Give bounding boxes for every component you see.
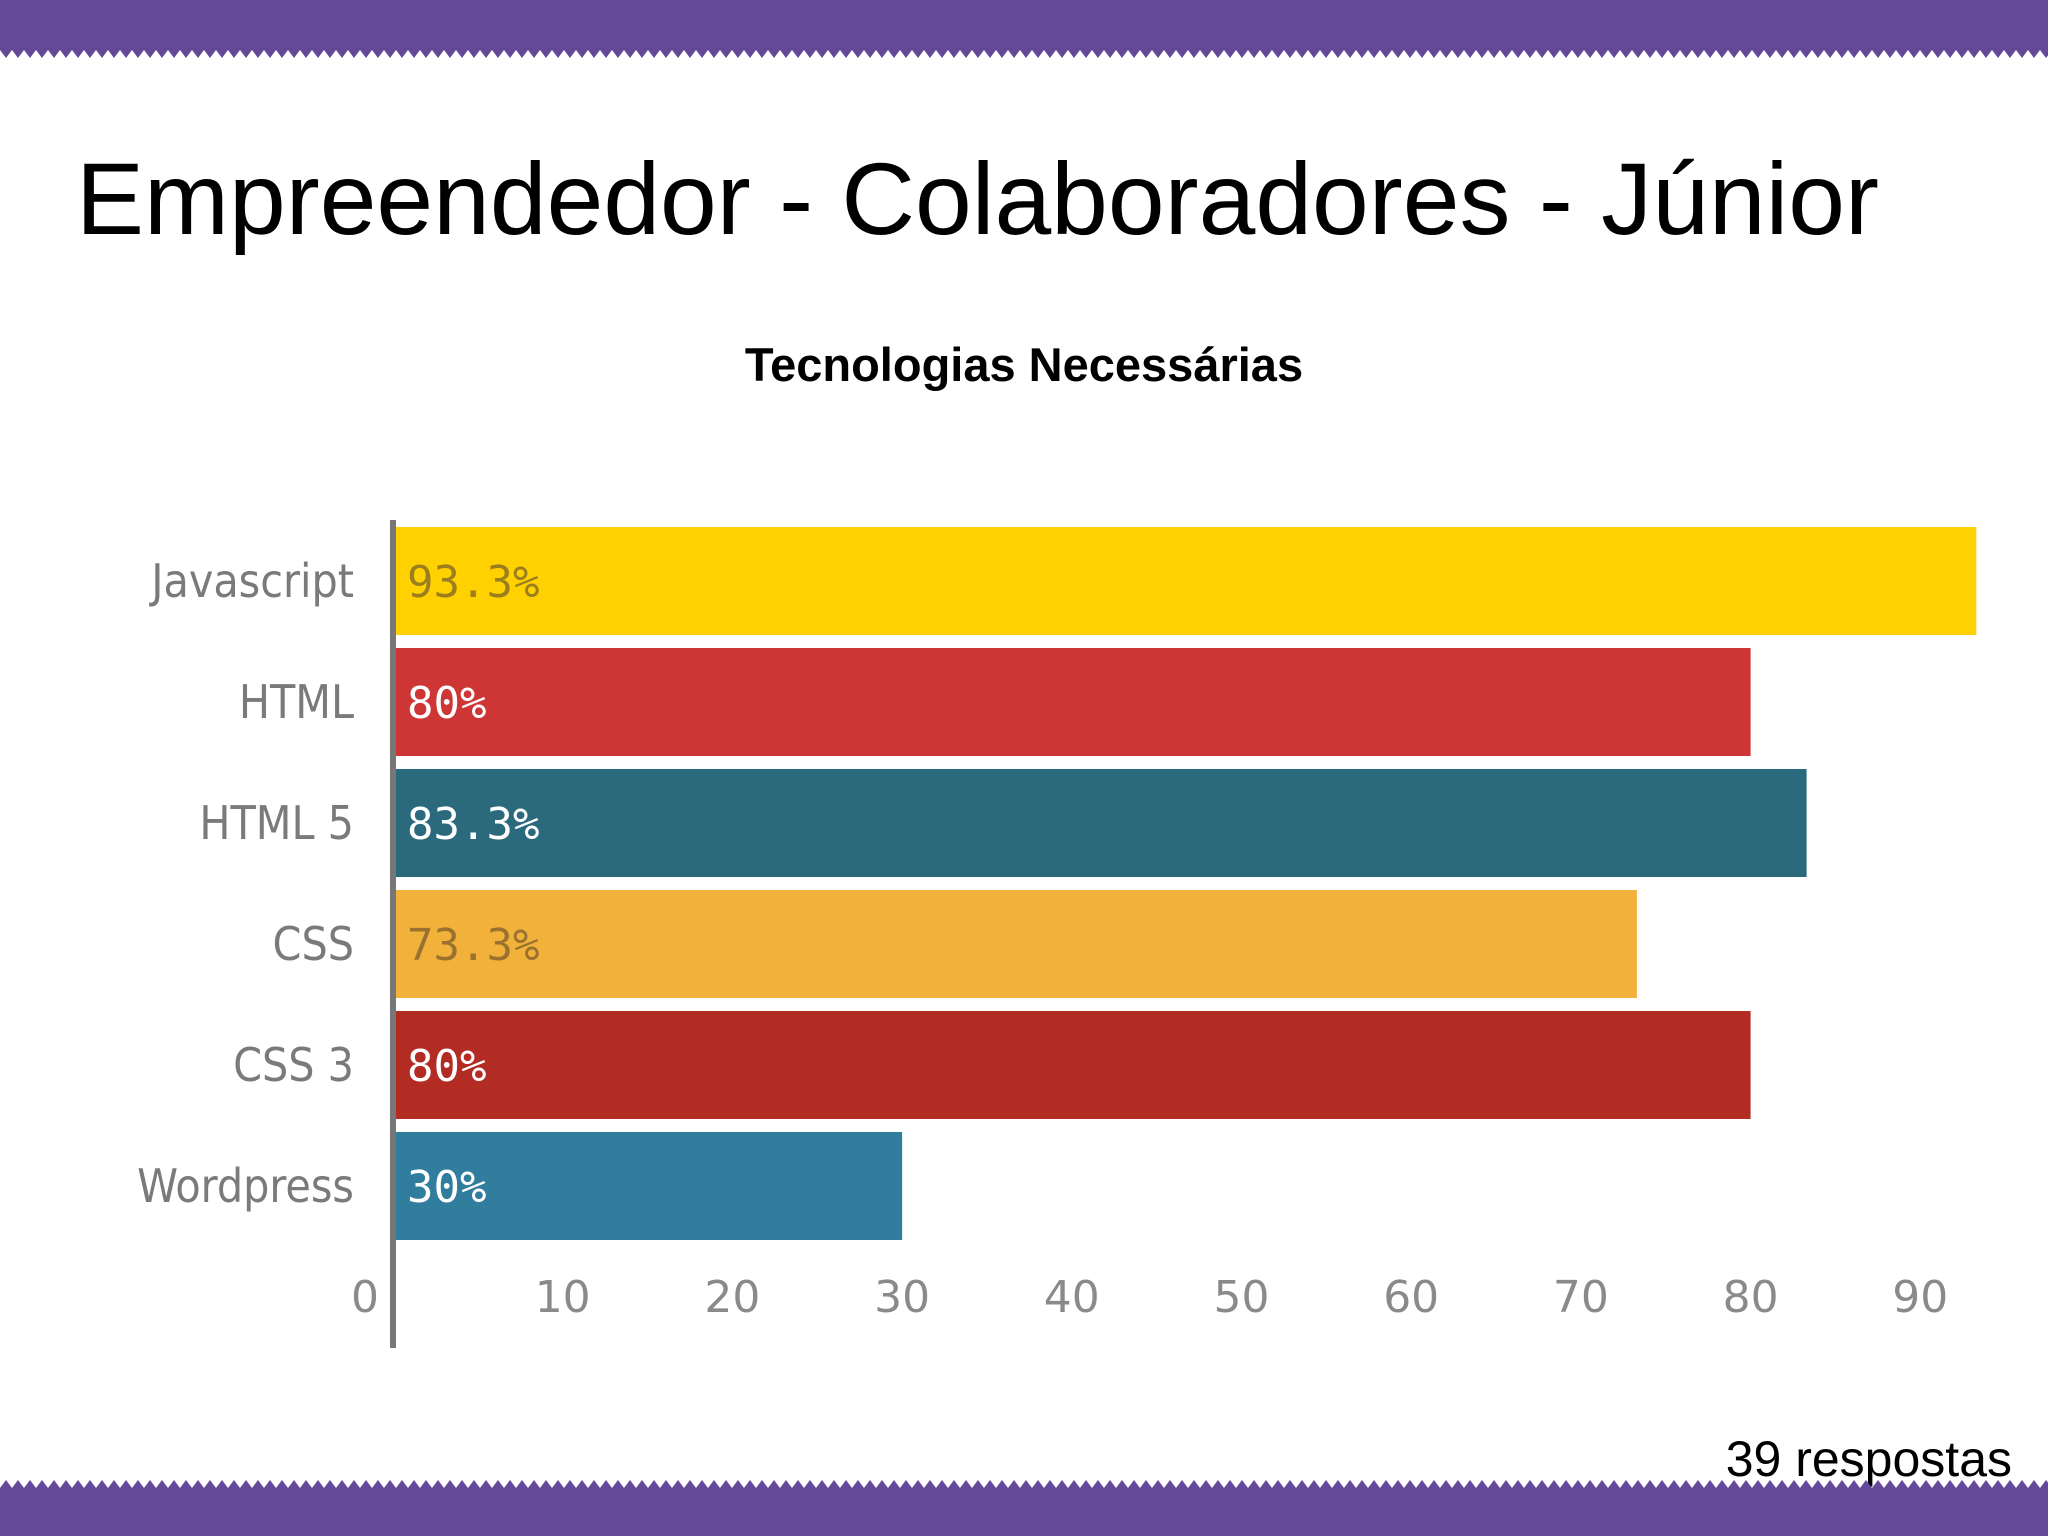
bar-value-label: 30% [407, 1162, 486, 1213]
bottom-band [0, 1480, 2048, 1536]
x-tick-label: 70 [1553, 1272, 1609, 1323]
bar-chart: 93.3% Javascript 80% HTML 83.3% HTML 5 73.3% CS… [137, 520, 1977, 1348]
top-band [0, 0, 2048, 58]
bar [393, 890, 1637, 998]
x-tick-label: 50 [1214, 1272, 1270, 1323]
x-tick-label: 20 [704, 1272, 760, 1323]
bar [393, 648, 1751, 756]
x-tick-label: 80 [1723, 1272, 1779, 1323]
x-tick-label: 40 [1044, 1272, 1100, 1323]
bar-value-label: 80% [407, 1041, 486, 1092]
category-label: CSS [273, 917, 354, 971]
bar-value-label: 83.3% [407, 799, 539, 850]
x-tick-label: 10 [535, 1272, 591, 1323]
category-label: HTML 5 [199, 796, 354, 850]
response-count: 39 respostas [1725, 1431, 2012, 1487]
category-label: Javascript [148, 554, 354, 608]
x-tick-label: 0 [351, 1272, 379, 1323]
category-label: Wordpress [137, 1159, 354, 1213]
slide-title: Empreendedor - Colaboradores - Júnior [76, 142, 1879, 256]
category-label: CSS 3 [233, 1038, 354, 1092]
bar-value-label: 80% [407, 678, 486, 729]
bar-value-label: 73.3% [407, 920, 539, 971]
bar [393, 1011, 1751, 1119]
bar [393, 527, 1977, 635]
bar [393, 1132, 903, 1240]
category-label: HTML [239, 675, 354, 729]
x-tick-label: 60 [1383, 1272, 1439, 1323]
chart-title: Tecnologias Necessárias [744, 338, 1304, 391]
bar [393, 769, 1807, 877]
bar-value-label: 93.3% [407, 557, 539, 608]
x-tick-label: 90 [1892, 1272, 1948, 1323]
x-tick-label: 30 [874, 1272, 930, 1323]
